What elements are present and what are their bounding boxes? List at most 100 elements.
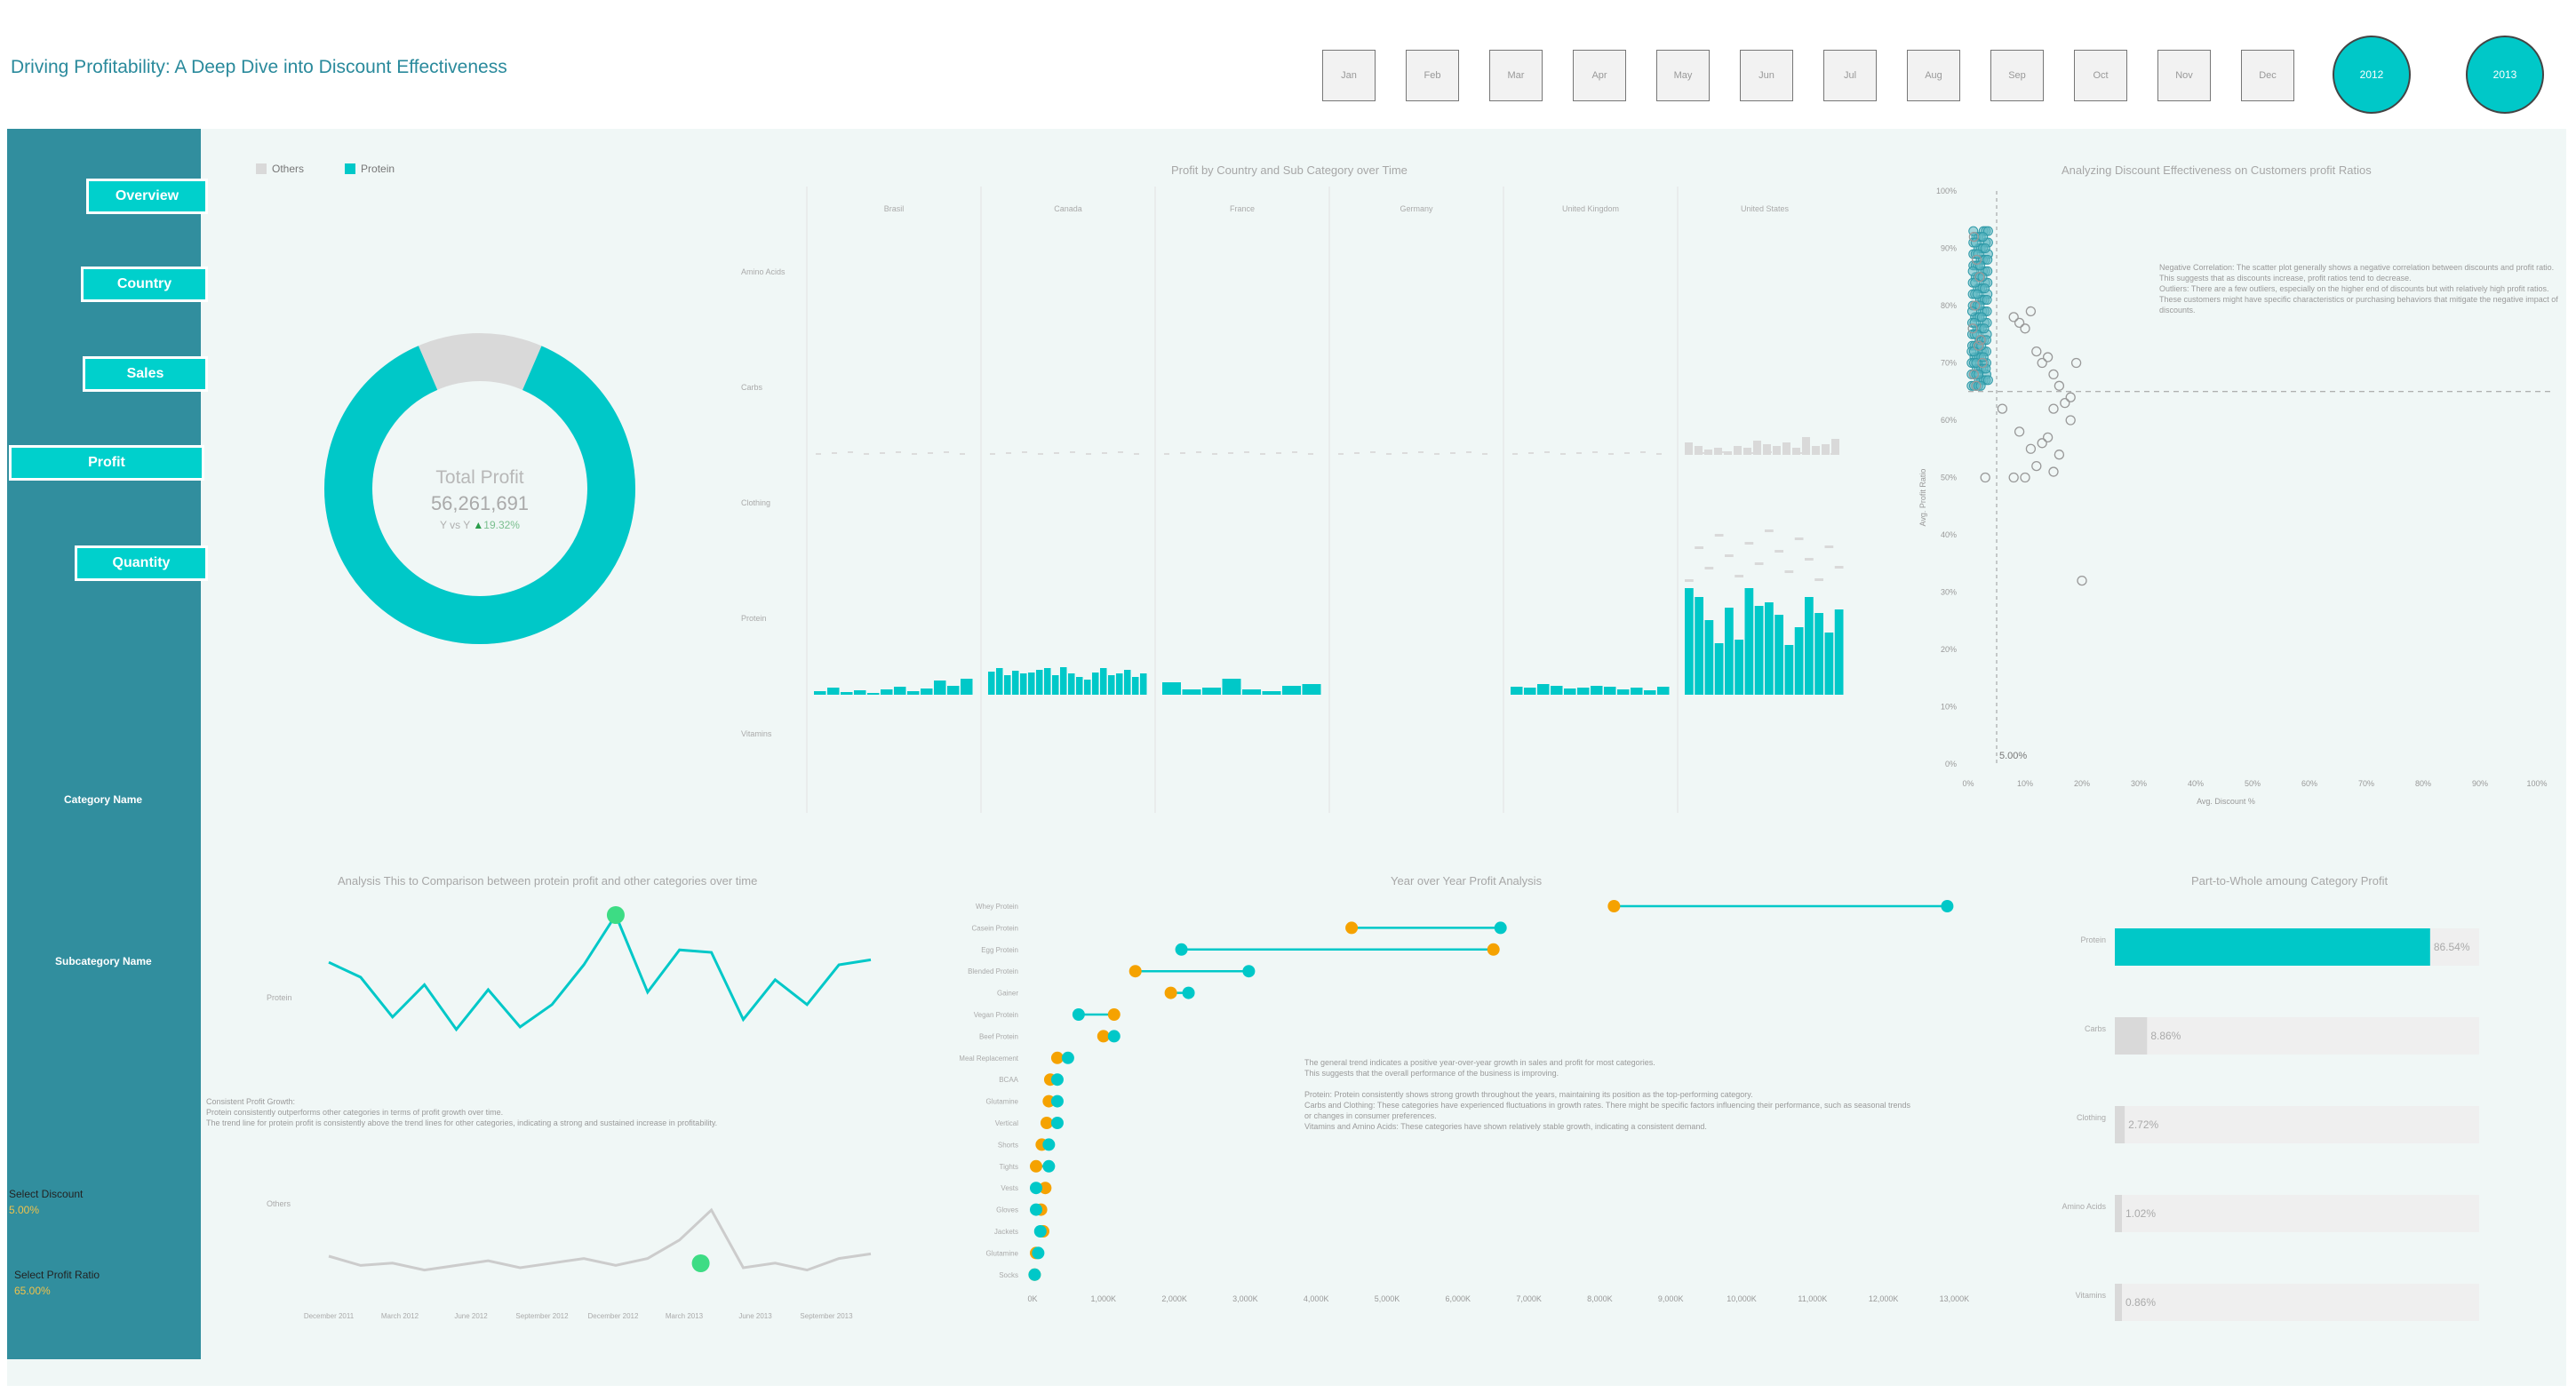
month-button-oct[interactable]: Oct bbox=[2074, 50, 2127, 101]
dumbbell-2013-point bbox=[1050, 1073, 1064, 1087]
scatter-point bbox=[2042, 432, 2054, 443]
dumbbell-2013-point bbox=[1941, 900, 1954, 912]
discount-selector-value[interactable]: 5.00% bbox=[9, 1204, 40, 1216]
protein-bar bbox=[988, 672, 995, 695]
scatter-point bbox=[2048, 466, 2059, 477]
protein-bar bbox=[1735, 640, 1743, 695]
protein-bar bbox=[1140, 673, 1147, 695]
dumbbell-2012-point bbox=[1128, 965, 1142, 978]
month-button-jul[interactable]: Jul bbox=[1823, 50, 1877, 101]
part-bar bbox=[2115, 1284, 2122, 1321]
scatter-point bbox=[2054, 380, 2065, 391]
month-button-nov[interactable]: Nov bbox=[2157, 50, 2211, 101]
carbs-bar bbox=[832, 452, 837, 454]
note-line: or changes in consumer preferences. bbox=[1304, 1111, 1437, 1120]
month-button-mar[interactable]: Mar bbox=[1489, 50, 1543, 101]
year-button-2012[interactable]: 2012 bbox=[2333, 36, 2411, 114]
month-button-aug[interactable]: Aug bbox=[1907, 50, 1960, 101]
category-label: Glutamine bbox=[986, 1098, 1019, 1106]
scatter-point bbox=[1970, 237, 1981, 248]
part-value-label: 2.72% bbox=[2128, 1118, 2158, 1131]
protein-bar bbox=[1774, 615, 1783, 695]
dumbbell-2012-point bbox=[1097, 1030, 1110, 1043]
legend-item-protein[interactable]: Protein bbox=[345, 163, 395, 175]
protein-bar bbox=[1302, 684, 1321, 695]
part-whole-chart: Protein 86.54% Carbs 8.86% Clothing 2.72% Amin… bbox=[2062, 928, 2479, 1321]
subcategory-filter-label[interactable]: Subcategory Name bbox=[55, 955, 152, 967]
protein-bar bbox=[1060, 667, 1067, 695]
total-profit-donut bbox=[324, 333, 635, 644]
y-tick: 70% bbox=[1941, 359, 1957, 368]
carbs-bar bbox=[880, 452, 885, 454]
carbs-bar bbox=[1714, 448, 1722, 455]
protein-bar bbox=[1644, 690, 1656, 695]
month-button-dec[interactable]: Dec bbox=[2241, 50, 2294, 101]
scatter-point bbox=[1982, 254, 1993, 265]
nav-overview-button[interactable]: Overview bbox=[86, 179, 208, 214]
page-title: Driving Profitability: A Deep Dive into … bbox=[11, 57, 507, 77]
nav-sales-button[interactable]: Sales bbox=[83, 356, 208, 392]
part-value-label: 1.02% bbox=[2125, 1207, 2156, 1220]
category-label: Beef Protein bbox=[979, 1032, 1018, 1040]
carbs-bar bbox=[1054, 452, 1059, 454]
carbs-bar bbox=[1102, 452, 1107, 454]
protein-bar bbox=[961, 679, 973, 695]
year-button-2013[interactable]: 2013 bbox=[2466, 36, 2544, 114]
dumbbell-2013-point bbox=[1029, 1203, 1042, 1216]
y-tick: 30% bbox=[1941, 588, 1957, 597]
protein-bar bbox=[1028, 673, 1035, 695]
row-label: Protein bbox=[741, 614, 767, 623]
scatter-point bbox=[1967, 266, 1978, 276]
profit-ratio-selector-value[interactable]: 65.00% bbox=[14, 1285, 51, 1297]
others-trend-line bbox=[328, 1207, 872, 1272]
dumbbell-2012-point bbox=[1164, 986, 1177, 999]
part-whole-title: Part-to-Whole amoung Category Profit bbox=[2191, 874, 2389, 888]
carbs-bar bbox=[1656, 453, 1662, 455]
carbs-bar bbox=[1812, 446, 1820, 455]
protein-bar bbox=[1725, 608, 1734, 695]
others-bar bbox=[1784, 570, 1794, 573]
category-filter-label[interactable]: Category Name bbox=[64, 793, 143, 806]
carbs-bar bbox=[1560, 453, 1566, 455]
month-button-sep[interactable]: Sep bbox=[1990, 50, 2044, 101]
month-button-jan[interactable]: Jan bbox=[1322, 50, 1376, 101]
carbs-bar bbox=[1544, 451, 1550, 453]
nav-quantity-button[interactable]: Quantity bbox=[75, 545, 208, 581]
donut-center: Total Profit 56,261,691 Y vs Y ▲19.32% bbox=[382, 467, 578, 531]
month-button-feb[interactable]: Feb bbox=[1406, 50, 1459, 101]
category-label: Vitamins bbox=[2076, 1291, 2107, 1300]
yoy-notes: The general trend indicates a positive y… bbox=[1304, 1057, 1962, 1132]
dumbbell-2012-point bbox=[1039, 1182, 1052, 1195]
carbs-bar bbox=[1734, 446, 1742, 455]
carbs-bar bbox=[1608, 453, 1614, 455]
scatter-point bbox=[1980, 243, 1990, 253]
row-label: Clothing bbox=[741, 498, 770, 507]
protein-bar bbox=[1020, 673, 1027, 695]
month-button-may[interactable]: May bbox=[1656, 50, 1710, 101]
scatter-point bbox=[2025, 306, 2037, 317]
part-value-label: 86.54% bbox=[2434, 941, 2470, 953]
nav-profit-button[interactable]: Profit bbox=[9, 445, 204, 481]
category-label: Meal Replacement bbox=[960, 1055, 1019, 1063]
donut-center-value: 56,261,691 bbox=[430, 492, 530, 514]
carbs-bar bbox=[1704, 450, 1712, 455]
row-label: Carbs bbox=[741, 383, 763, 392]
others-bar bbox=[1695, 546, 1703, 549]
carbs-bar bbox=[990, 453, 995, 455]
dumbbell-2012-point bbox=[1607, 900, 1621, 912]
category-legend: Others Protein bbox=[256, 163, 395, 175]
legend-item-others[interactable]: Others bbox=[256, 163, 304, 175]
dumbbell-2013-point bbox=[1182, 986, 1195, 999]
note-line: Outliers: There are a few outliers, espe… bbox=[2159, 284, 2549, 293]
note-line: Negative Correlation: The scatter plot g… bbox=[2159, 263, 2555, 272]
category-label: BCAA bbox=[999, 1076, 1018, 1084]
country-column-label: Brasil bbox=[884, 204, 905, 213]
month-button-apr[interactable]: Apr bbox=[1573, 50, 1626, 101]
scatter-point bbox=[2031, 460, 2042, 472]
scatter-point bbox=[1981, 363, 1991, 374]
others-peak-marker bbox=[691, 1254, 710, 1272]
scatter-point bbox=[2025, 443, 2037, 454]
nav-country-button[interactable]: Country bbox=[81, 267, 208, 302]
month-button-jun[interactable]: Jun bbox=[1740, 50, 1793, 101]
dumbbell-2012-point bbox=[1107, 1008, 1121, 1021]
